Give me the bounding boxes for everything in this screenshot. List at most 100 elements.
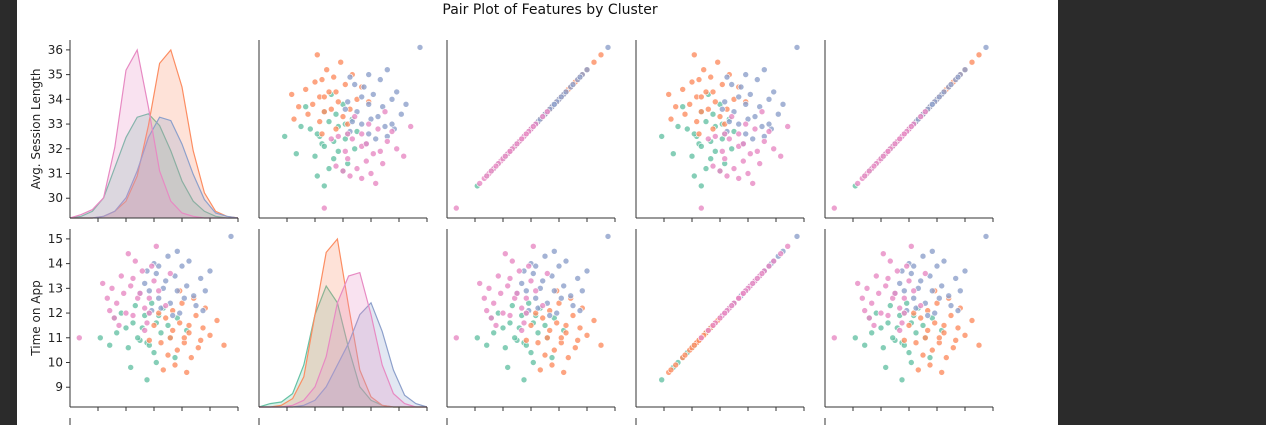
point-s2-26 [358, 93, 366, 101]
point-s0-19 [511, 334, 519, 342]
point-s2-20 [569, 302, 577, 309]
point-s3-23 [388, 128, 396, 135]
y-tick-label: 10 [48, 356, 63, 370]
point-s2-11 [155, 294, 162, 302]
point-s2-13 [372, 135, 380, 143]
point-s2-29 [346, 73, 354, 81]
point-s3-20 [539, 113, 547, 120]
point-s0-28 [851, 334, 859, 342]
kde-fill-2 [70, 117, 238, 218]
panel-r1-c4 [824, 229, 994, 411]
point-s3-20 [162, 302, 169, 309]
point-s2-12 [952, 275, 960, 282]
point-s3-11 [877, 309, 885, 317]
point-s2-5 [146, 287, 153, 295]
point-s3-25 [921, 108, 929, 115]
point-s1-21 [949, 344, 957, 352]
point-s3-25 [543, 108, 551, 115]
point-s3-7 [341, 148, 349, 155]
point-s2-6 [555, 262, 563, 270]
point-s1-15 [332, 125, 340, 133]
point-s0-14 [125, 344, 132, 352]
point-s3-6 [139, 267, 146, 275]
point-s3-17 [487, 167, 495, 175]
point-s0-8 [332, 110, 340, 118]
panel-r1-c0: 9 10 11 12 13 14 15 Time on App [29, 229, 239, 411]
point-s3-26 [861, 307, 869, 314]
point-s0-10 [132, 302, 139, 309]
point-s3-12 [742, 120, 750, 128]
point-s0-12 [529, 359, 537, 366]
point-s0-15 [690, 172, 698, 180]
point-s3-16 [907, 123, 915, 130]
point-s2-28 [550, 248, 558, 255]
point-s1-17 [164, 351, 172, 359]
point-s0-1 [534, 329, 542, 337]
point-s3-14 [898, 319, 906, 327]
point-s0-27 [882, 364, 890, 371]
point-s1-0 [711, 98, 719, 106]
point-s2-13 [749, 135, 757, 143]
point-s1-21 [571, 344, 579, 352]
point-s0-4 [506, 319, 514, 327]
point-s2-1 [742, 101, 750, 108]
point-s1-12 [171, 361, 179, 369]
point-s0-17 [302, 103, 310, 110]
point-s3-23 [148, 262, 155, 270]
y-tick-label: 34 [48, 92, 63, 106]
point-s1-0 [931, 319, 939, 327]
point-s3-13 [358, 175, 366, 182]
point-s1-4 [174, 346, 181, 354]
point-s2-12 [753, 76, 761, 83]
point-s3-20 [917, 113, 925, 120]
figure-canvas: Pair Plot of Features by Cluster 30 31 32 3… [17, 0, 1058, 425]
point-s1-25 [940, 322, 948, 329]
point-s1-21 [195, 344, 202, 352]
point-s1-2 [697, 108, 705, 115]
point-s2-1 [550, 287, 558, 295]
point-s0-10 [508, 302, 516, 309]
point-s0-14 [688, 152, 696, 160]
point-s1-15 [527, 322, 535, 329]
point-s3-25 [167, 270, 174, 277]
point-s3-5 [868, 299, 876, 307]
point-s3-28 [884, 148, 892, 155]
point-s2-26 [935, 93, 943, 101]
point-s2-11 [910, 294, 918, 302]
point-s3-14 [520, 319, 528, 327]
point-s3-28 [884, 275, 892, 282]
point-s2-24 [982, 44, 990, 51]
point-s1-23 [975, 51, 983, 59]
point-s3-2 [141, 304, 148, 312]
point-s3-6 [893, 267, 901, 275]
point-s3-27 [704, 135, 712, 143]
point-s2-20 [728, 81, 736, 88]
point-s2-6 [388, 96, 396, 103]
point-s1-28 [697, 93, 705, 101]
point-s1-18 [590, 317, 598, 324]
point-s3-24 [332, 162, 340, 170]
point-s3-7 [884, 312, 892, 319]
point-s1-11 [954, 324, 962, 332]
point-s3-13 [858, 294, 866, 302]
point-s1-12 [672, 103, 680, 110]
point-s3-4 [374, 125, 382, 133]
point-s3-16 [784, 243, 792, 250]
point-s0-17 [171, 354, 179, 361]
point-s1-2 [921, 334, 929, 342]
point-s2-8 [190, 292, 197, 300]
point-s2-15 [164, 252, 172, 260]
point-s2-24 [982, 233, 990, 240]
point-s3-24 [709, 162, 717, 170]
y-tick-label: 13 [48, 281, 63, 295]
point-s3-28 [753, 275, 761, 282]
point-s1-13 [323, 66, 331, 73]
point-s0-8 [919, 322, 927, 329]
point-s3-19 [854, 180, 862, 187]
point-s3-26 [483, 172, 491, 180]
point-s3-3 [739, 157, 747, 165]
point-s3-29 [900, 309, 908, 317]
point-s1-19 [288, 91, 296, 98]
point-s2-24 [604, 44, 612, 51]
point-s1-2 [543, 334, 551, 342]
